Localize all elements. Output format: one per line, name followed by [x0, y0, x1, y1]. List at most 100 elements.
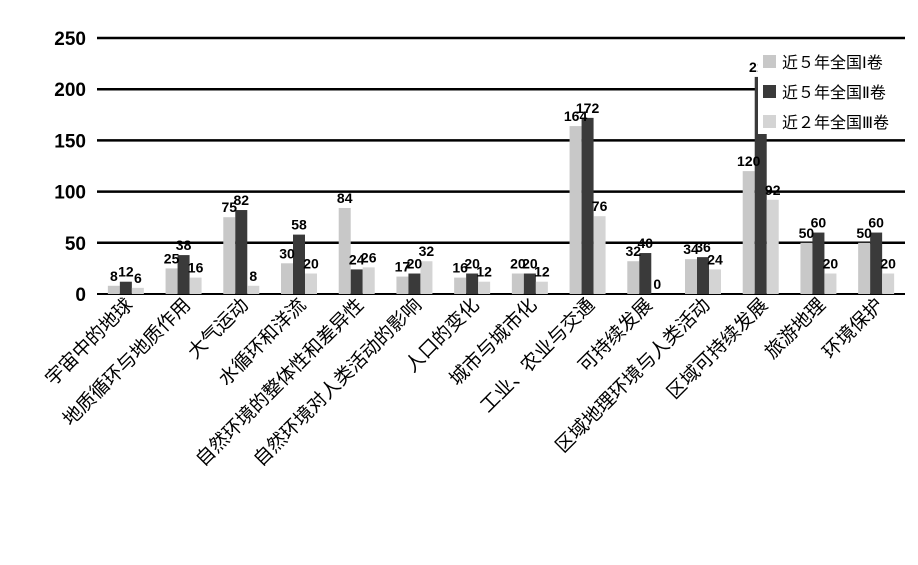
bar-s2-c9 [581, 117, 594, 294]
legend-label: 近２年全国Ⅲ卷 [782, 113, 889, 132]
data-label: 82 [233, 192, 249, 208]
bar-s2-c4 [293, 234, 305, 294]
data-label: 32 [625, 243, 641, 259]
bar-s3-c14 [882, 273, 895, 294]
bars [107, 76, 895, 295]
y-tick-label: 250 [54, 29, 86, 50]
legend-box [758, 44, 908, 134]
bar-s3-c11 [709, 269, 721, 294]
bar-s1-c13 [800, 242, 813, 294]
data-label: 76 [592, 198, 608, 214]
bar-s3-c13 [824, 273, 837, 294]
data-label: 8 [249, 268, 257, 284]
data-label: 24 [349, 251, 365, 267]
data-label: 60 [868, 215, 884, 231]
bar-s2-c1 [119, 281, 132, 294]
bar-s3-c3 [247, 285, 260, 294]
data-label: 0 [653, 276, 661, 292]
data-label: 172 [576, 100, 600, 116]
data-label: 50 [799, 225, 815, 241]
bar-s3-c2 [189, 277, 202, 294]
bar-s1-c8 [511, 273, 524, 294]
bar-s1-c5 [338, 207, 351, 294]
bar-s3-c12 [766, 199, 779, 294]
y-tick-label: 0 [75, 285, 86, 306]
data-label: 20 [510, 256, 526, 272]
bar-s1-c12 [742, 171, 755, 294]
bar-s3-c5 [362, 267, 375, 294]
bar-s1-c14 [858, 242, 871, 294]
data-label: 58 [291, 217, 307, 233]
bar-s2-c8 [523, 273, 536, 294]
bar-s2-c13 [812, 232, 825, 294]
bar-s1-c2 [165, 268, 178, 294]
bar-s2-c6 [408, 273, 421, 294]
data-label: 12 [118, 264, 134, 280]
data-label: 20 [407, 256, 423, 272]
data-label: 92 [765, 182, 781, 198]
bar-s3-c6 [420, 261, 433, 294]
legend-swatch [763, 85, 776, 98]
bar-s1-c1 [107, 285, 120, 294]
bar-s3-c4 [305, 273, 317, 294]
data-label: 38 [176, 237, 192, 253]
category-label: 旅游地理 [761, 294, 830, 363]
y-axis-tick-labels: 0 50 100 150 200 250 [54, 29, 86, 306]
bar-s2-c14 [870, 232, 883, 294]
data-label: 34 [683, 241, 699, 257]
bar-s2-c3 [235, 210, 248, 294]
data-label: 50 [856, 225, 872, 241]
legend-swatch [763, 115, 776, 128]
data-label: 20 [880, 256, 896, 272]
data-label: 24 [707, 251, 723, 267]
data-label: 8 [110, 268, 118, 284]
bar-s2-c7 [466, 273, 479, 294]
bar-s3-c8 [535, 281, 548, 294]
bar-s3-c7 [478, 281, 491, 294]
data-label: 40 [637, 235, 653, 251]
data-label: 16 [188, 260, 204, 276]
bar-s1-c4 [281, 263, 293, 294]
data-label: 16 [452, 260, 468, 276]
x-axis-category-labels: 宇宙中的地球地质循环与地质作用大气运动水循环和洋流自然环境的整体性和差异性自然环… [41, 294, 887, 471]
bar-s1-c7 [454, 277, 467, 294]
data-label: 120 [737, 153, 761, 169]
data-label: 26 [361, 249, 377, 265]
bar-s1-c10 [627, 261, 640, 294]
legend-swatch [763, 55, 776, 68]
data-label: 20 [522, 256, 538, 272]
data-label: 164 [564, 108, 588, 124]
category-label: 区域可持续发展 [663, 294, 773, 404]
y-tick-label: 50 [65, 234, 86, 255]
bar-s3-c9 [593, 216, 606, 294]
data-label: 84 [337, 190, 353, 206]
bar-s2-c2 [177, 255, 190, 294]
data-label: 20 [823, 256, 839, 272]
data-label: 6 [134, 270, 142, 286]
data-label: 17 [395, 259, 411, 275]
data-label: 20 [464, 256, 480, 272]
legend-label: 近５年全国Ⅱ卷 [782, 83, 886, 102]
data-label: 60 [811, 215, 827, 231]
data-label: 75 [221, 199, 237, 215]
data-label: 32 [419, 243, 435, 259]
data-label: 36 [695, 239, 711, 255]
y-tick-label: 150 [54, 131, 86, 152]
bar-s1-c9 [569, 126, 582, 295]
bar-s1-c6 [396, 276, 409, 294]
bar-s2-c5 [350, 269, 363, 294]
bar-s1-c11 [685, 259, 697, 294]
data-label: 12 [534, 264, 550, 280]
y-tick-label: 100 [54, 183, 86, 204]
category-label: 环境保护 [818, 294, 887, 363]
data-label: 12 [476, 264, 492, 280]
y-tick-label: 200 [54, 80, 86, 101]
data-label: 30 [279, 245, 295, 261]
bar-s3-c1 [131, 287, 144, 294]
bar-s2-c10 [639, 253, 652, 294]
data-label: 20 [303, 256, 319, 272]
legend-label: 近５年全国Ⅰ卷 [782, 53, 883, 72]
bar-s2-c11 [697, 257, 709, 294]
